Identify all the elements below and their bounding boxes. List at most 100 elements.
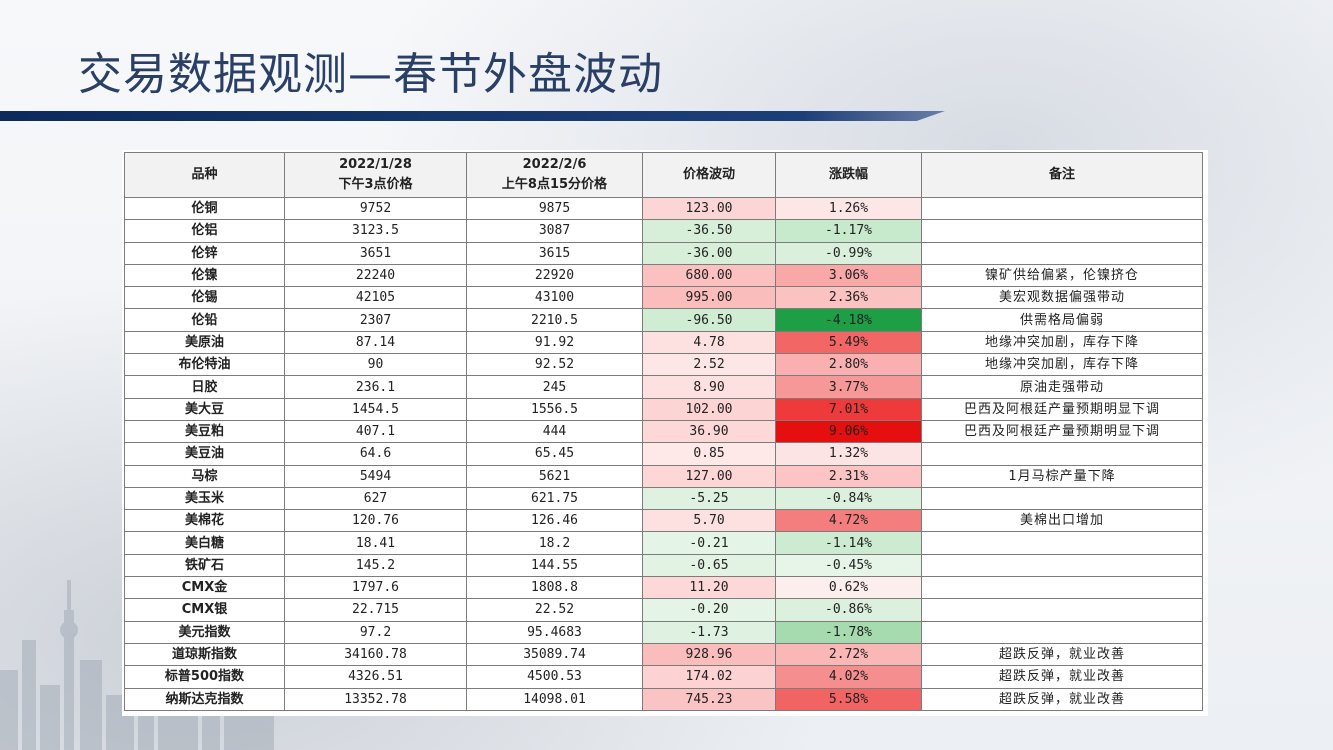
table-row: 纳斯达克指数 13352.78 14098.01 745.23 5.58% 超跌反弹，就业…: [124, 687, 1203, 711]
cell-change: 745.23: [642, 687, 776, 711]
cell-note: 供需格局偏弱: [921, 308, 1203, 332]
cell-price-2: 14098.01: [466, 687, 643, 711]
cell-variety: 美白糖: [124, 531, 285, 555]
cell-variety: 美玉米: [124, 486, 285, 511]
cell-pct: -1.78%: [775, 620, 922, 644]
cell-note: 镍矿供给偏紧，伦镍挤仓: [921, 263, 1203, 288]
cell-pct: -1.14%: [775, 531, 922, 555]
cell-change: 123.00: [642, 196, 776, 221]
header-date2-date: 2022/2/6: [522, 157, 587, 172]
cell-pct: 4.72%: [775, 509, 922, 533]
cell-price-2: 621.75: [466, 486, 643, 511]
cell-price-1: 97.2: [284, 620, 467, 644]
cell-note: 超跌反弹，就业改善: [921, 665, 1203, 689]
table-row: 美大豆 1454.5 1556.5 102.00 7.01% 巴西及阿根廷产量预期明显下调: [124, 397, 1203, 421]
cell-price-2: 65.45: [466, 442, 643, 466]
cell-pct: 2.31%: [775, 464, 922, 488]
header-date1: 2022/1/28 下午3点价格: [284, 152, 467, 198]
cell-price-2: 5621: [466, 464, 643, 488]
cell-variety: 美大豆: [124, 397, 285, 421]
header-variety: 品种: [124, 152, 285, 198]
cell-pct: 0.62%: [775, 576, 922, 600]
cell-price-2: 1556.5: [466, 397, 643, 421]
cell-price-1: 34160.78: [284, 642, 467, 667]
cell-note: 超跌反弹，就业改善: [921, 687, 1203, 711]
cell-pct: 5.58%: [775, 687, 922, 711]
cell-variety: CMX银: [124, 598, 285, 622]
cell-change: 127.00: [642, 464, 776, 488]
cell-pct: -1.17%: [775, 219, 922, 243]
cell-variety: CMX金: [124, 576, 285, 600]
cell-change: -96.50: [642, 308, 776, 332]
table-row: 标普500指数 4326.51 4500.53 174.02 4.02% 超跌反弹，就业改…: [124, 665, 1203, 689]
header-date2: 2022/2/6 上午8点15分价格: [466, 152, 643, 198]
cell-price-2: 144.55: [466, 553, 643, 578]
cell-pct: 5.49%: [775, 330, 922, 355]
cell-price-1: 145.2: [284, 553, 467, 578]
table-row: 美白糖 18.41 18.2 -0.21 -1.14%: [124, 531, 1203, 555]
cell-note: 美棉出口增加: [921, 509, 1203, 533]
table-row: 道琼斯指数 34160.78 35089.74 928.96 2.72% 超跌反弹，就业改…: [124, 642, 1203, 667]
cell-price-2: 22920: [466, 263, 643, 288]
cell-price-1: 13352.78: [284, 687, 467, 711]
cell-change: 2.52: [642, 353, 776, 377]
cell-price-2: 1808.8: [466, 576, 643, 600]
cell-price-1: 236.1: [284, 375, 467, 399]
cell-change: -5.25: [642, 486, 776, 511]
cell-variety: 美豆油: [124, 442, 285, 466]
cell-pct: 4.02%: [775, 665, 922, 689]
cell-change: -0.65: [642, 553, 776, 578]
cell-pct: 2.72%: [775, 642, 922, 667]
cell-note: [921, 598, 1203, 622]
cell-pct: 2.80%: [775, 353, 922, 377]
price-table-panel: 品种 2022/1/28 下午3点价格 2022/2/6 上午8点15分价格 价…: [122, 150, 1208, 716]
cell-price-1: 120.76: [284, 509, 467, 533]
cell-pct: -0.45%: [775, 553, 922, 578]
cell-note: 地缘冲突加剧，库存下降: [921, 353, 1203, 377]
cell-price-1: 1797.6: [284, 576, 467, 600]
cell-price-1: 90: [284, 353, 467, 377]
cell-change: -1.73: [642, 620, 776, 644]
cell-variety: 布伦特油: [124, 353, 285, 377]
cell-pct: 3.77%: [775, 375, 922, 399]
cell-variety: 伦锡: [124, 286, 285, 310]
cell-price-2: 18.2: [466, 531, 643, 555]
slide-title: 交易数据观测—春节外盘波动: [78, 49, 663, 100]
cell-pct: 9.06%: [775, 419, 922, 444]
header-date2-sub: 上午8点15分价格: [501, 177, 608, 192]
cell-price-2: 126.46: [466, 509, 643, 533]
cell-price-2: 95.4683: [466, 620, 643, 644]
table-row: 日胶 236.1 245 8.90 3.77% 原油走强带动: [124, 375, 1203, 399]
header-change: 价格波动: [642, 152, 776, 198]
cell-note: [921, 486, 1203, 511]
table-row: 布伦特油 90 92.52 2.52 2.80% 地缘冲突加剧，库存下降: [124, 353, 1203, 377]
cell-variety: 日胶: [124, 375, 285, 399]
cell-price-2: 3087: [466, 219, 643, 243]
table-row: 美豆油 64.6 65.45 0.85 1.32%: [124, 442, 1203, 466]
cell-variety: 美原油: [124, 330, 285, 355]
cell-note: [921, 553, 1203, 578]
cell-note: 美宏观数据偏强带动: [921, 286, 1203, 310]
cell-change: -0.20: [642, 598, 776, 622]
cell-change: 680.00: [642, 263, 776, 288]
table-row: 美棉花 120.76 126.46 5.70 4.72% 美棉出口增加: [124, 509, 1203, 533]
cell-price-1: 3651: [284, 241, 467, 265]
cell-variety: 伦铜: [124, 196, 285, 221]
cell-change: 0.85: [642, 442, 776, 466]
cell-variety: 道琼斯指数: [124, 642, 285, 667]
cell-change: -36.00: [642, 241, 776, 265]
cell-pct: 7.01%: [775, 397, 922, 421]
cell-note: [921, 531, 1203, 555]
table-row: 伦铜 9752 9875 123.00 1.26%: [124, 196, 1203, 221]
cell-change: 11.20: [642, 576, 776, 600]
cell-price-2: 43100: [466, 286, 643, 310]
table-row: 美玉米 627 621.75 -5.25 -0.84%: [124, 486, 1203, 511]
cell-pct: -0.99%: [775, 241, 922, 265]
cell-price-1: 4326.51: [284, 665, 467, 689]
cell-price-2: 92.52: [466, 353, 643, 377]
cell-price-1: 5494: [284, 464, 467, 488]
cell-variety: 美元指数: [124, 620, 285, 644]
cell-price-2: 9875: [466, 196, 643, 221]
header-date1-date: 2022/1/28: [339, 157, 412, 172]
cell-price-2: 2210.5: [466, 308, 643, 332]
